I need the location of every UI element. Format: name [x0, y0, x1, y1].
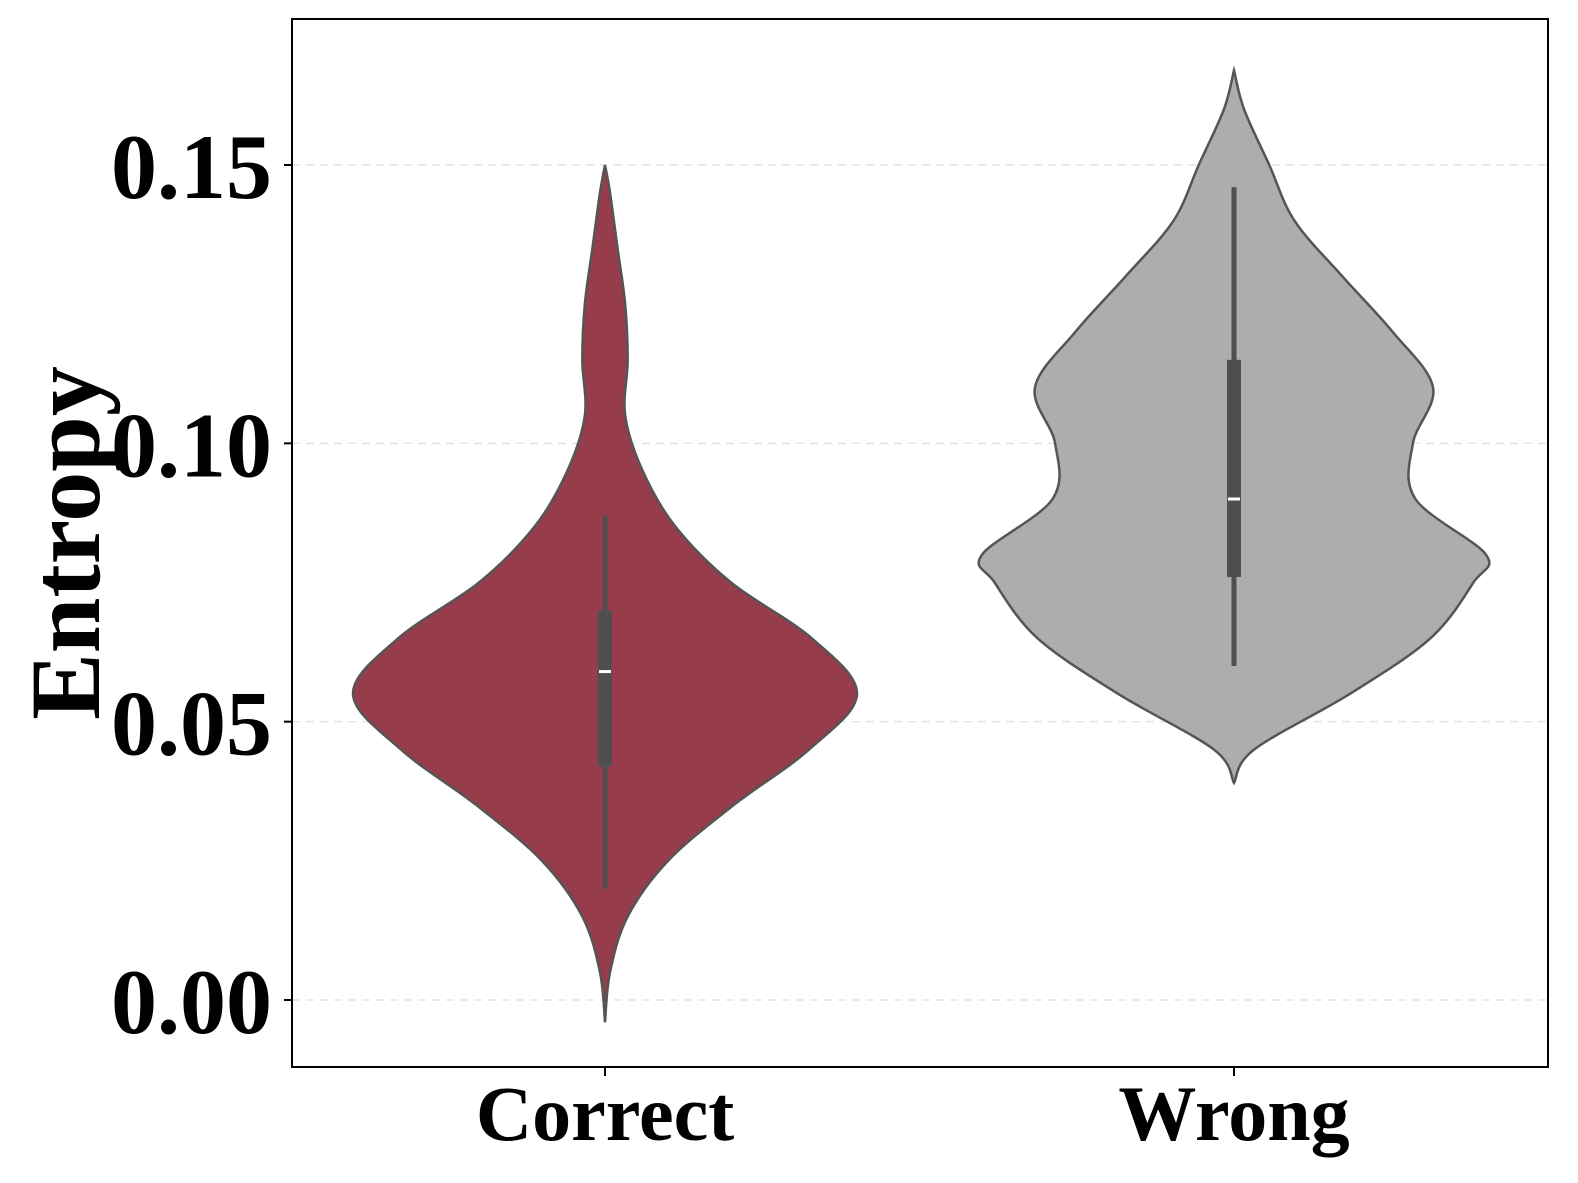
violin-layer — [351, 65, 1491, 1023]
y-axis-ticks: 0.00 0.05 0.10 0.15 — [111, 116, 292, 1053]
y-tick-label: 0.15 — [111, 116, 272, 218]
iqr-box-correct — [598, 610, 612, 767]
x-tick-label: Correct — [476, 1070, 734, 1157]
y-tick-label: 0.05 — [111, 673, 272, 775]
iqr-box-wrong — [1227, 359, 1241, 577]
x-axis-ticks: Correct Wrong — [476, 1067, 1350, 1157]
plot-frame — [291, 18, 1549, 1068]
x-tick-label: Wrong — [1118, 1070, 1349, 1157]
box-layer — [598, 187, 1241, 889]
y-tick-label: 0.10 — [111, 394, 272, 496]
y-tick-label: 0.00 — [111, 951, 272, 1053]
y-axis-title: Entropy — [10, 366, 121, 720]
